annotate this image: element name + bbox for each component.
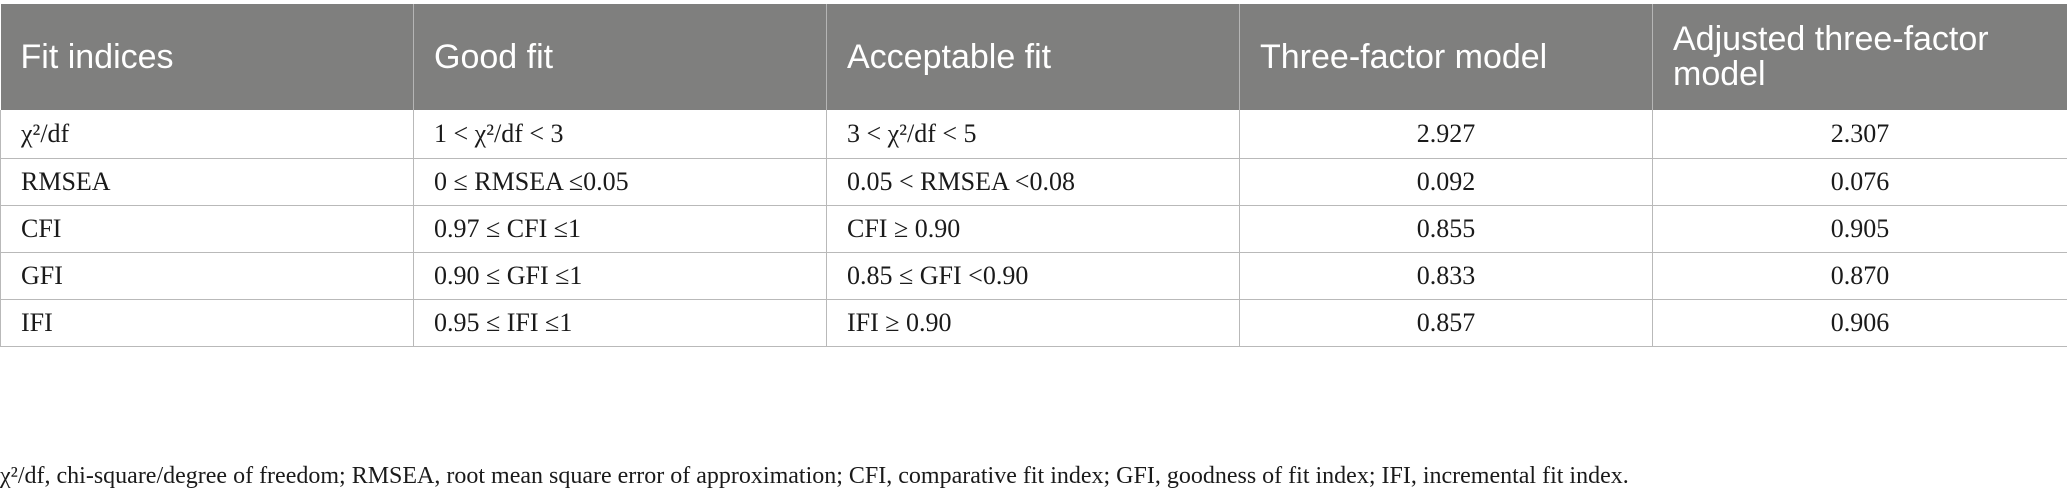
cell-adjusted-value: 0.076 (1652, 157, 2067, 205)
table-row: χ²/df 1 < χ²/df < 3 3 < χ²/df < 5 2.927 … (0, 110, 2067, 158)
table-body: χ²/df 1 < χ²/df < 3 3 < χ²/df < 5 2.927 … (0, 110, 2067, 347)
cell-good-fit: 0.95 ≤ IFI ≤1 (413, 298, 827, 347)
cell-acceptable-fit: 3 < χ²/df < 5 (826, 110, 1240, 158)
table-row: CFI 0.97 ≤ CFI ≤1 CFI ≥ 0.90 0.855 0.905 (0, 204, 2067, 252)
table-header: Fit indices Good fit Acceptable fit Thre… (0, 4, 2067, 110)
cell-adjusted-value: 0.905 (1652, 204, 2067, 252)
cell-good-fit: 0.97 ≤ CFI ≤1 (413, 204, 827, 252)
cell-index-name: IFI (0, 298, 414, 347)
table-row: IFI 0.95 ≤ IFI ≤1 IFI ≥ 0.90 0.857 0.906 (0, 298, 2067, 347)
cell-adjusted-value: 0.906 (1652, 298, 2067, 347)
cell-index-name: RMSEA (0, 157, 414, 205)
cell-good-fit: 1 < χ²/df < 3 (413, 110, 827, 158)
header-row: Fit indices Good fit Acceptable fit Thre… (0, 4, 2067, 110)
cell-good-fit: 0.90 ≤ GFI ≤1 (413, 251, 827, 299)
cell-acceptable-fit: 0.85 ≤ GFI <0.90 (826, 251, 1240, 299)
header-adjusted-three-factor-model: Adjusted three-factor model (1652, 4, 2067, 110)
header-acceptable-fit: Acceptable fit (826, 4, 1240, 110)
cell-three-factor-value: 0.833 (1239, 251, 1653, 299)
cell-three-factor-value: 0.092 (1239, 157, 1653, 205)
header-good-fit: Good fit (413, 4, 827, 110)
cell-adjusted-value: 2.307 (1652, 110, 2067, 158)
header-fit-indices: Fit indices (0, 4, 414, 110)
cell-three-factor-value: 2.927 (1239, 110, 1653, 158)
cell-index-name: GFI (0, 251, 414, 299)
cell-acceptable-fit: IFI ≥ 0.90 (826, 298, 1240, 347)
table-footnote: χ²/df, chi-square/degree of freedom; RMS… (0, 463, 1629, 489)
cell-acceptable-fit: CFI ≥ 0.90 (826, 204, 1240, 252)
cell-acceptable-fit: 0.05 < RMSEA <0.08 (826, 157, 1240, 205)
fit-indices-table-container: Fit indices Good fit Acceptable fit Thre… (0, 4, 2067, 347)
table-row: RMSEA 0 ≤ RMSEA ≤0.05 0.05 < RMSEA <0.08… (0, 157, 2067, 205)
cell-good-fit: 0 ≤ RMSEA ≤0.05 (413, 157, 827, 205)
cell-index-name: χ²/df (0, 110, 414, 158)
cell-three-factor-value: 0.855 (1239, 204, 1653, 252)
cell-three-factor-value: 0.857 (1239, 298, 1653, 347)
table-row: GFI 0.90 ≤ GFI ≤1 0.85 ≤ GFI <0.90 0.833… (0, 251, 2067, 299)
cell-index-name: CFI (0, 204, 414, 252)
header-three-factor-model: Three-factor model (1239, 4, 1653, 110)
cell-adjusted-value: 0.870 (1652, 251, 2067, 299)
fit-indices-table: Fit indices Good fit Acceptable fit Thre… (0, 4, 2067, 347)
